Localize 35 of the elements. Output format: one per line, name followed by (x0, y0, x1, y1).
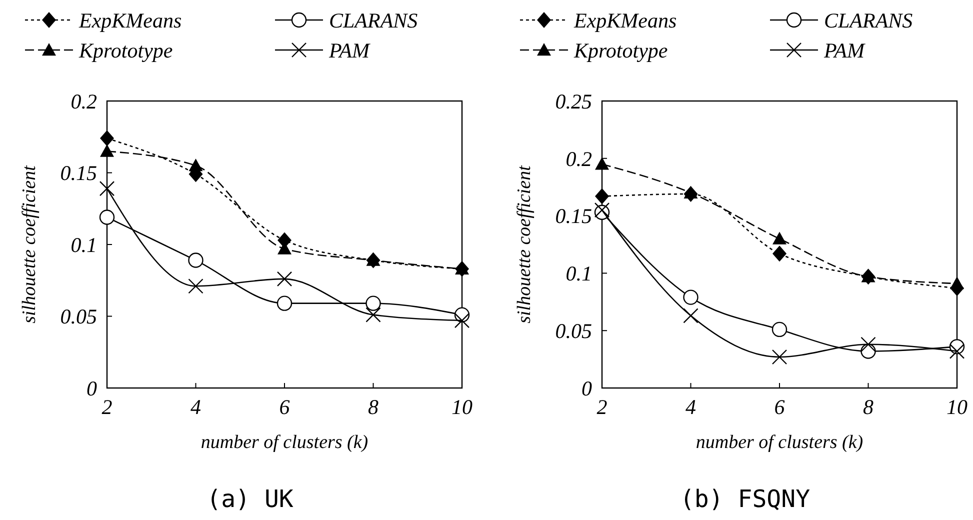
legend-label: CLARANS (329, 8, 418, 32)
x-tick-label: 4 (686, 395, 696, 419)
legend-label: Kprototype (573, 38, 668, 62)
y-tick-label: 0.05 (60, 304, 97, 329)
x-tick-label: 6 (279, 395, 290, 419)
legend-label: CLARANS (824, 8, 914, 32)
legend-label: PAM (823, 38, 866, 62)
y-tick-label: 0.2 (566, 146, 592, 171)
y-tick-label: 0.2 (70, 89, 98, 114)
x-tick-label: 6 (774, 395, 786, 419)
text: (a) UK (206, 485, 294, 513)
x-axis-title: number of clusters (k) (200, 432, 368, 453)
x-tick-label: 2 (102, 395, 113, 419)
y-tick-label: 0.15 (60, 161, 97, 186)
legend-label: Kprototype (78, 38, 173, 62)
y-tick-label: 0 (86, 376, 98, 400)
x-tick-label: 8 (863, 395, 874, 419)
y-tick-label: 0.25 (555, 89, 592, 114)
y-tick-label: 0 (582, 376, 592, 400)
x-tick-label: 4 (190, 395, 202, 419)
y-tick-label: 0.05 (555, 318, 592, 343)
y-tick-label: 0.1 (566, 262, 592, 286)
y-axis-title: silhouette coefficient (19, 164, 40, 324)
x-tick-label: 8 (368, 395, 379, 419)
text: (b) FSQNY (680, 485, 811, 513)
x-tick-label: 10 (946, 395, 968, 419)
x-tick-label: 10 (452, 395, 473, 419)
x-axis-title: number of clusters (k) (696, 432, 864, 453)
legend-label: PAM (328, 38, 371, 62)
y-tick-label: 0.1 (70, 232, 97, 257)
x-tick-label: 2 (596, 395, 608, 419)
y-axis-title: silhouette coefficient (514, 164, 535, 324)
legend-label: ExpKMeans (573, 8, 677, 32)
legend-label: ExpKMeans (78, 8, 182, 32)
y-tick-label: 0.15 (555, 204, 592, 228)
